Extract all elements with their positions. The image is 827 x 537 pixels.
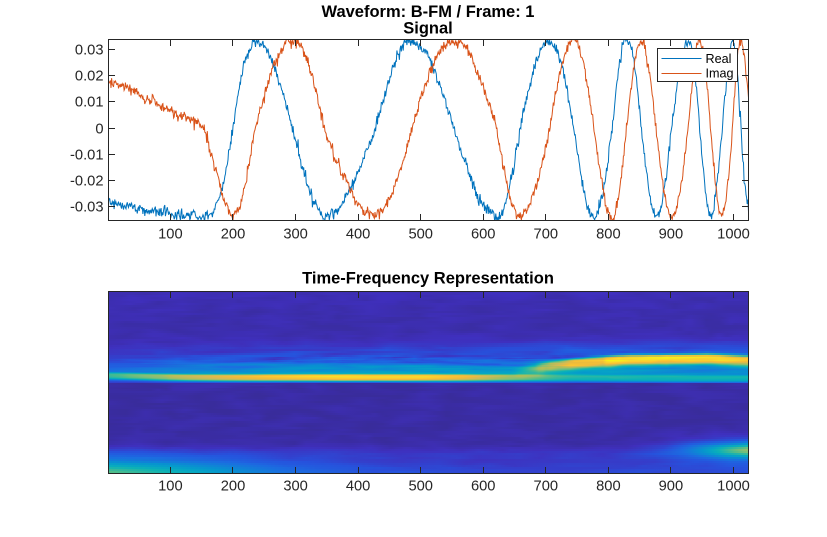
svg-text:Signal: Signal [403, 20, 453, 38]
svg-text:700: 700 [534, 479, 559, 495]
svg-text:300: 300 [283, 479, 308, 495]
svg-text:400: 400 [346, 479, 371, 495]
svg-text:500: 500 [408, 479, 433, 495]
svg-text:Real: Real [706, 52, 732, 66]
svg-text:Imag: Imag [706, 67, 734, 81]
svg-text:-0.03: -0.03 [70, 200, 103, 216]
svg-text:600: 600 [471, 227, 496, 243]
svg-text:500: 500 [408, 227, 433, 243]
svg-text:1000: 1000 [717, 227, 750, 243]
svg-text:300: 300 [283, 227, 308, 243]
svg-text:100: 100 [158, 227, 183, 243]
svg-text:1000: 1000 [717, 479, 750, 495]
svg-text:0.02: 0.02 [75, 69, 104, 85]
svg-text:0: 0 [95, 122, 103, 138]
svg-text:0.03: 0.03 [75, 43, 104, 59]
svg-text:0.01: 0.01 [75, 95, 104, 111]
svg-text:Waveform: B-FM / Frame: 1: Waveform: B-FM / Frame: 1 [321, 3, 534, 21]
svg-text:900: 900 [659, 479, 684, 495]
svg-text:700: 700 [534, 227, 559, 243]
svg-text:800: 800 [596, 227, 621, 243]
svg-text:600: 600 [471, 479, 496, 495]
svg-text:400: 400 [346, 227, 371, 243]
svg-text:-0.02: -0.02 [70, 174, 103, 190]
svg-text:200: 200 [221, 479, 246, 495]
svg-text:100: 100 [158, 479, 183, 495]
svg-text:900: 900 [659, 227, 684, 243]
svg-text:200: 200 [221, 227, 246, 243]
svg-text:800: 800 [596, 479, 621, 495]
svg-text:-0.01: -0.01 [70, 148, 103, 164]
svg-text:Time-Frequency Representation: Time-Frequency Representation [302, 270, 554, 288]
